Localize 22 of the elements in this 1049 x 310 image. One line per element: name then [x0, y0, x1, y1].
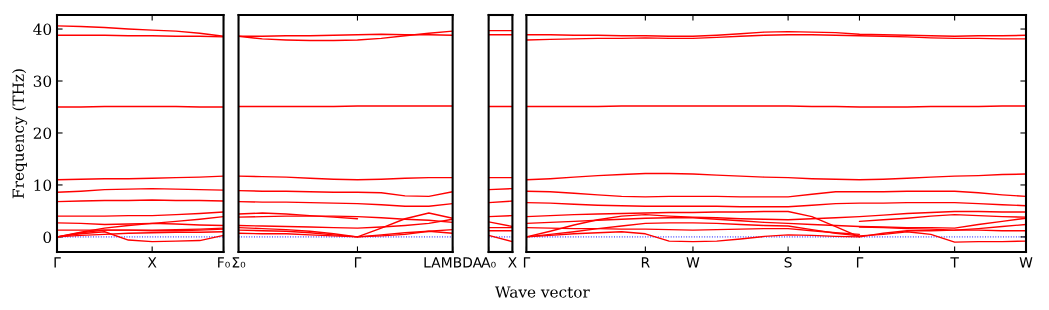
x-tick-label: S	[784, 257, 792, 268]
y-axis-title: Frequency (THz)	[12, 69, 28, 199]
y-tick-label: 40	[33, 23, 52, 36]
x-tick-label: T	[950, 257, 959, 268]
y-tick-label: 10	[34, 179, 52, 191]
x-tick-label: Σ₀	[232, 257, 246, 268]
x-tick-label: A₀	[481, 257, 496, 268]
x-axis-title: Wave vector	[494, 286, 590, 298]
y-tick-label: 0	[43, 231, 52, 243]
x-tick-label: LAMBDA	[424, 257, 483, 268]
x-tick-label: W	[1019, 257, 1033, 268]
x-tick-label: X	[508, 257, 517, 268]
y-tick-label: 30	[33, 75, 52, 88]
x-tick-label: Γ	[523, 257, 531, 268]
y-tick-label: 20	[33, 127, 52, 139]
x-tick-label: Γ	[354, 257, 362, 268]
x-tick-label: R	[641, 257, 650, 268]
x-tick-label: Γ	[856, 257, 864, 268]
x-tick-label: X	[147, 257, 157, 268]
x-tick-label: W	[686, 257, 700, 268]
x-tick-label: Γ	[54, 257, 61, 268]
x-tick-label: F₀	[218, 257, 230, 268]
